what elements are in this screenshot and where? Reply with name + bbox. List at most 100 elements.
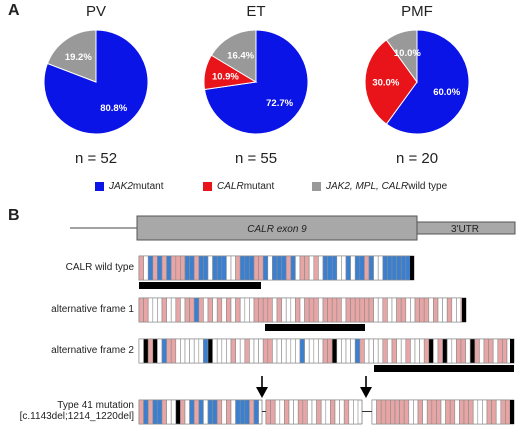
frame1-strip-codon (433, 297, 439, 323)
frame2-strip-codon (488, 338, 494, 364)
frame2-strip-codon (221, 338, 227, 364)
type41-strip-c-codon (380, 399, 387, 425)
type41-strip-c-codon (376, 399, 382, 425)
type41-strip-c-codon (454, 399, 460, 425)
wildtype-strip-codon (180, 255, 186, 281)
frame1-strip-codon (170, 297, 177, 323)
legend-text-jak2: mutant (132, 181, 164, 192)
frame2-strip-codon (483, 338, 489, 364)
panel-a-letter: A (8, 2, 20, 19)
frame1-strip-codon (354, 297, 361, 323)
wildtype-strip-codon (198, 255, 204, 281)
type41-strip-c-codon (468, 399, 474, 425)
frame1-strip-codon (327, 297, 333, 323)
pie-charts: 80.8% 19.2% 72.7% 10.9% 16.4% 60.0% 30.0% 10.0% (43, 29, 470, 135)
frame2-strip-codon (377, 338, 384, 364)
frame1-strip-codon (244, 297, 250, 323)
frame1-strip-codon (143, 297, 149, 323)
wildtype-strip-codon (221, 255, 227, 281)
pie-label-et-1: 10.9% (212, 71, 239, 82)
type41-strip-a-codon (226, 399, 232, 425)
wildtype-strip-codon (138, 255, 144, 281)
type41-strip-a-codon (253, 399, 259, 425)
wildtype-strip-codon (212, 255, 218, 281)
frame2-strip-codon (465, 338, 471, 364)
legend-text-wildtype: wild type (408, 181, 448, 192)
wildtype-strip-codon (249, 255, 255, 281)
type41-strip-a-codon (138, 399, 144, 425)
wildtype-strip-codon (391, 255, 397, 281)
type41-strip-b-codon (348, 399, 354, 425)
type41-strip-a-codon (235, 399, 241, 425)
wildtype-strip-codon (239, 255, 246, 281)
frame2-strip-codon (170, 338, 177, 364)
frame1-strip-codon (184, 297, 190, 323)
type41-strip-b-codon (353, 399, 359, 425)
frame1-strip-codon (322, 297, 328, 323)
wildtype-strip-codon (295, 255, 301, 281)
legend-calr: CALR mutant (203, 181, 274, 192)
wildtype-strip-codon (281, 255, 287, 281)
wildtype-strip-codon (336, 255, 342, 281)
frame2-strip-codon (203, 338, 209, 364)
type41-strip-c-codon (495, 399, 502, 425)
frame1-strip-codon (400, 297, 407, 323)
type41-strip-c-codon (422, 399, 428, 425)
pie-label-pmf-0: 60.0% (433, 87, 460, 98)
type41-strip-a-codon (184, 399, 190, 425)
frame2-strip-codon (226, 338, 232, 364)
frame1-strip-codon (313, 297, 319, 323)
frame2-strip-codon (267, 338, 273, 364)
frame2-strip-codon (433, 338, 439, 364)
type41-strip-a-codon (230, 399, 236, 425)
type41-strip-b-codon (334, 399, 340, 425)
legend-text-calr: mutant (243, 181, 275, 192)
pie-slice-pv-0 (43, 29, 149, 135)
panel-b-letter: B (8, 207, 20, 224)
legend-swatch-wildtype (312, 182, 321, 191)
pie-label-pv-0: 80.8% (100, 103, 127, 114)
wildtype-strip-codon (272, 255, 278, 281)
type41-gap-2 (362, 411, 372, 412)
wildtype-strip-codon (193, 255, 200, 281)
wildtype-strip-codon (341, 255, 347, 281)
wildtype-strip-codon (170, 255, 177, 281)
type41-strip-c-stop (510, 400, 514, 424)
type41-strip-b-codon (274, 399, 281, 425)
type41-strip-b-codon (284, 399, 290, 425)
frame2-strip-codon (262, 338, 269, 364)
wildtype-strip-codon (157, 255, 163, 281)
wildtype-strip-codon (207, 255, 213, 281)
frame1-strip-codon (175, 297, 181, 323)
frame2-strip-codon (497, 338, 503, 364)
frame2-strip-codon (272, 338, 278, 364)
wildtype-strip-codon (244, 255, 250, 281)
type41-strip-b-codon (288, 399, 294, 425)
frame2-strip-codon (313, 338, 319, 364)
pie-label-et-2: 16.4% (227, 50, 254, 61)
frame2-strip-codon (410, 338, 416, 364)
wildtype-strip-codon (267, 255, 273, 281)
wildtype-strip-codon (364, 255, 370, 281)
frame2-strip-codon (322, 338, 328, 364)
frame2-strip-codon (285, 338, 292, 364)
frame2-strip-codon (414, 338, 420, 364)
frame2-strip-codon (230, 338, 236, 364)
frame1-strip-codon (198, 297, 204, 323)
pie-title-pv: PV (85, 3, 106, 20)
frame2-strip-codon (216, 338, 223, 364)
frame1-strip-codon (166, 297, 172, 323)
frame1-strip-codon (221, 297, 227, 323)
frame1-strip-codon (345, 297, 351, 323)
type41-strip-c-codon (477, 399, 483, 425)
track-label-type41-notation: [c.1143del;1214_1220del] (19, 411, 134, 422)
frame2-strip-codon (336, 338, 342, 364)
type41-strip-c-codon (399, 399, 405, 425)
legend-wildtype: JAK2, MPL, CALR wild type (312, 181, 447, 192)
frame2-strip-codon (253, 338, 259, 364)
frame1-strip-codon (258, 297, 264, 323)
wildtype-strip-codon (184, 255, 190, 281)
frame2-strip-codon (147, 338, 154, 364)
frame1-strip-codon (239, 297, 246, 323)
type41-strip-a-codon (161, 399, 167, 425)
